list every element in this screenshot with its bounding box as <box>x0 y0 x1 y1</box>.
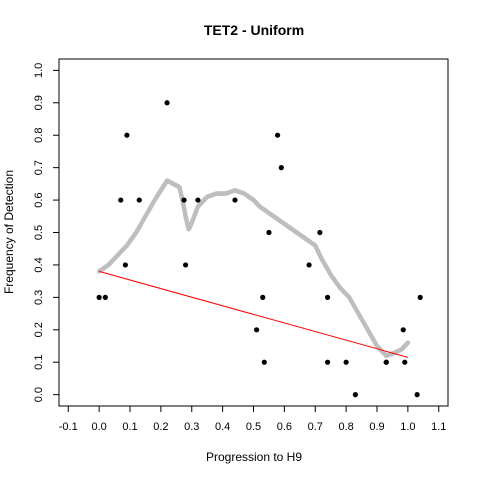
x-axis-label: Progression to H9 <box>206 450 302 464</box>
data-point <box>136 197 142 203</box>
data-point <box>306 262 312 268</box>
x-tick-label: 1.1 <box>431 421 446 433</box>
data-point <box>352 392 358 398</box>
data-point <box>324 294 331 300</box>
data-point <box>317 229 323 236</box>
data-point <box>261 359 267 365</box>
x-tick-label: 0.2 <box>153 421 168 433</box>
data-point <box>253 327 260 333</box>
data-point <box>278 165 284 171</box>
data-point <box>122 262 128 268</box>
data-point <box>402 359 408 365</box>
x-tick-label: 0.1 <box>122 421 137 433</box>
data-point <box>232 197 238 203</box>
data-point <box>195 197 201 203</box>
x-axis: -0.1 0.0 0.1 0.2 0.3 0.4 0.5 0.6 0.7 0.8 0.9 1.0 1.1 <box>59 406 446 433</box>
data-point <box>96 294 102 300</box>
y-tick-label: 0.9 <box>33 95 45 110</box>
x-tick-label: 0.3 <box>184 421 199 433</box>
x-tick-label: 0.5 <box>246 421 261 433</box>
y-tick-label: 0.6 <box>33 192 45 207</box>
x-tick-label: -0.1 <box>59 421 78 433</box>
data-point <box>400 327 406 333</box>
plot-area <box>96 100 423 398</box>
data-point <box>324 359 331 365</box>
x-tick-label: 0.8 <box>338 421 353 433</box>
x-tick-label: 0.9 <box>369 421 384 433</box>
x-tick-label: 1.0 <box>400 421 415 433</box>
data-point <box>181 197 187 203</box>
data-point <box>260 294 266 300</box>
data-point <box>102 294 108 300</box>
data-point <box>266 229 272 236</box>
data-point <box>417 294 423 300</box>
y-tick-label: 0.3 <box>33 290 45 305</box>
y-tick-label: 0.7 <box>33 160 45 175</box>
data-point <box>383 359 389 365</box>
data-point <box>182 262 189 268</box>
y-tick-label: 0.2 <box>33 322 45 337</box>
data-point <box>118 197 124 203</box>
x-tick-label: 0.7 <box>308 421 323 433</box>
y-tick-label: 1.0 <box>33 63 45 78</box>
y-tick-label: 0.8 <box>33 128 45 143</box>
data-point <box>414 392 420 398</box>
regression-line <box>99 270 408 358</box>
y-tick-label: 0.5 <box>33 225 45 240</box>
y-axis-label: Frequency of Detection <box>2 170 16 294</box>
data-point <box>343 359 349 365</box>
data-point <box>274 132 281 138</box>
data-point <box>164 100 170 106</box>
x-tick-label: 0.0 <box>91 421 106 433</box>
y-axis: 0.0 0.1 0.2 0.3 0.4 0.5 0.6 0.7 0.8 0.9 1.0 <box>33 63 59 402</box>
x-tick-label: 0.6 <box>277 421 292 433</box>
data-points <box>96 100 423 398</box>
y-tick-label: 0.4 <box>33 257 45 272</box>
data-point <box>124 132 130 138</box>
smooth-dot <box>405 340 411 346</box>
chart-title: TET2 - Uniform <box>204 22 304 38</box>
x-tick-label: 0.4 <box>215 421 230 433</box>
y-tick-label: 0.0 <box>33 387 45 402</box>
y-tick-label: 0.1 <box>33 355 45 370</box>
